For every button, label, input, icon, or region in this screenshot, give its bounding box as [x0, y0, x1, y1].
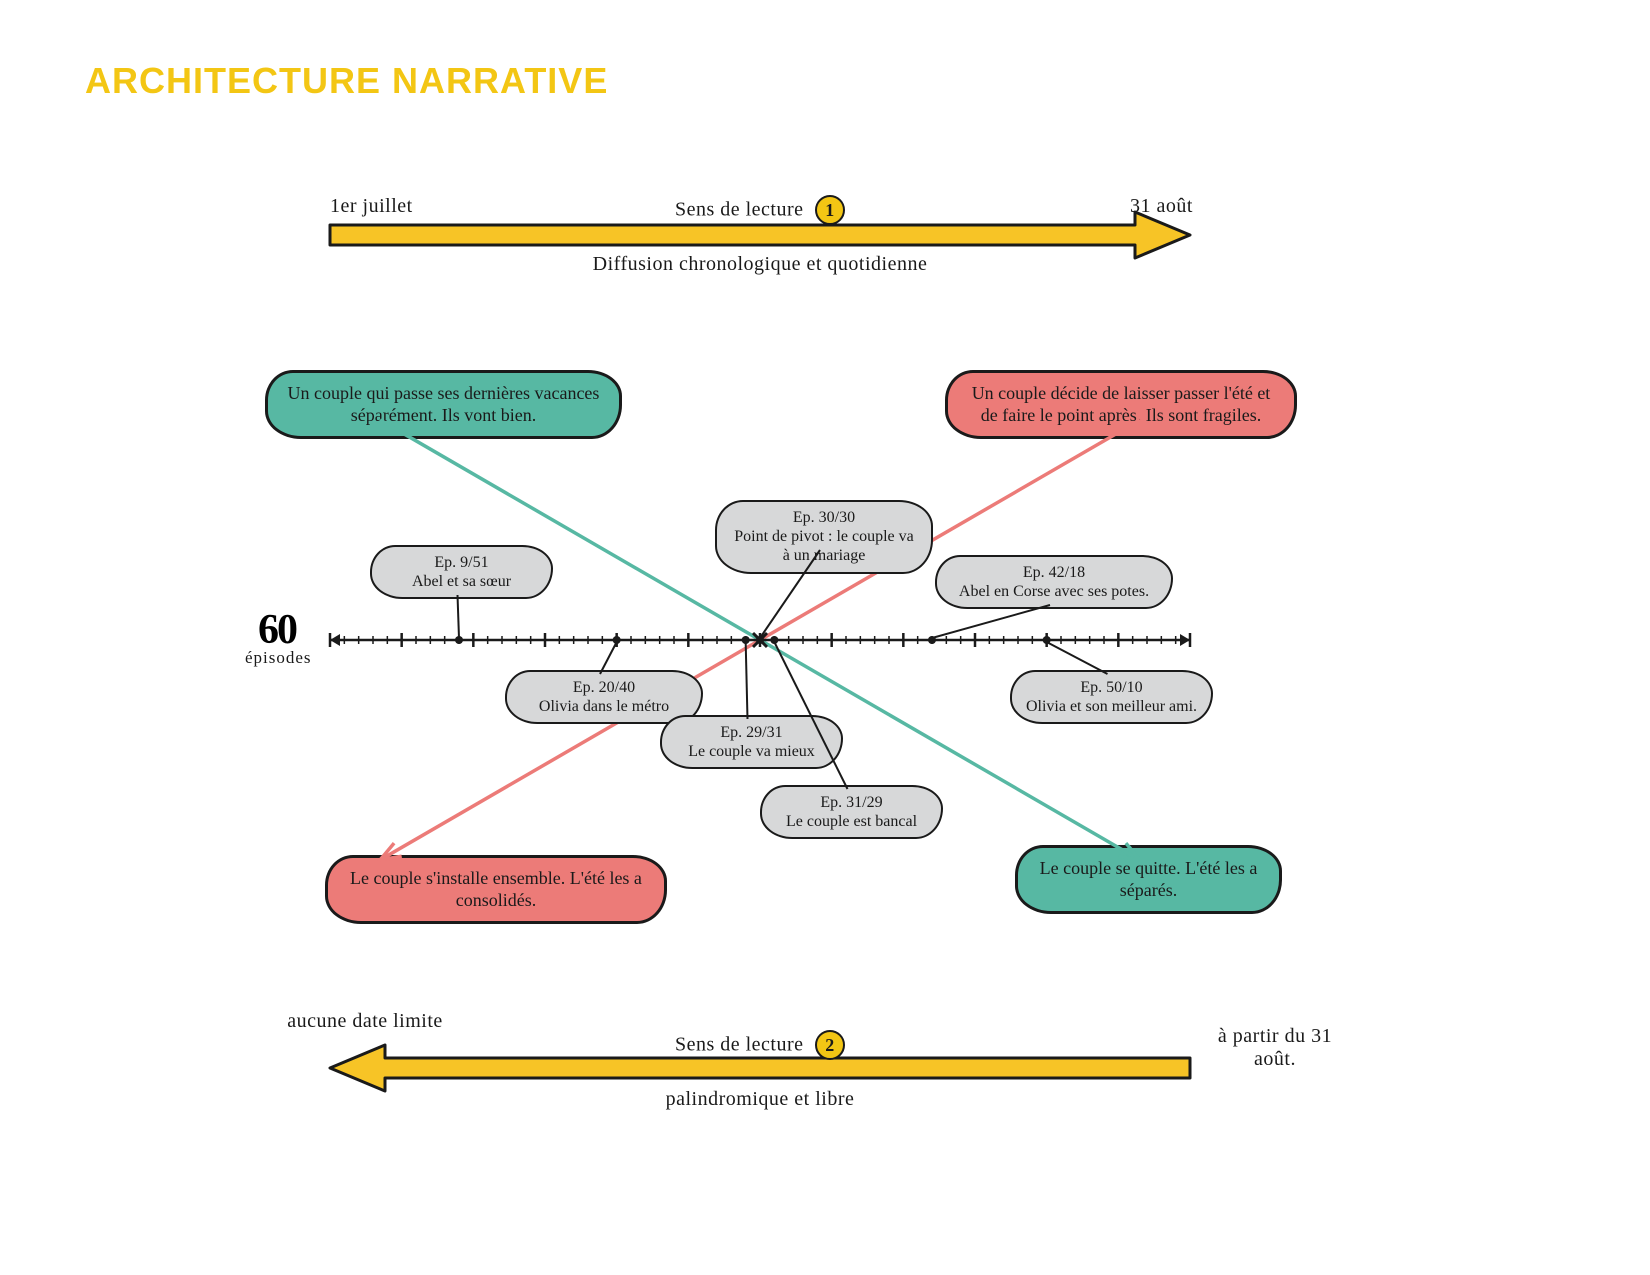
- bottom-arrow-right-label: à partir du 31 août.: [1200, 1025, 1350, 1071]
- arrow-bottom: [0, 0, 1650, 1275]
- bottom-arrow-above-text: Sens de lecture: [675, 1034, 804, 1056]
- page: ARCHITECTURE NARRATIVE 1er juillet 31 ao…: [0, 0, 1650, 1275]
- badge-2: 2: [815, 1030, 845, 1060]
- bottom-arrow-left-label: aucune date limite: [270, 1010, 460, 1033]
- bottom-arrow-above-label: Sens de lecture 2: [580, 1030, 940, 1060]
- bottom-arrow-below-label: palindromique et libre: [400, 1088, 1120, 1111]
